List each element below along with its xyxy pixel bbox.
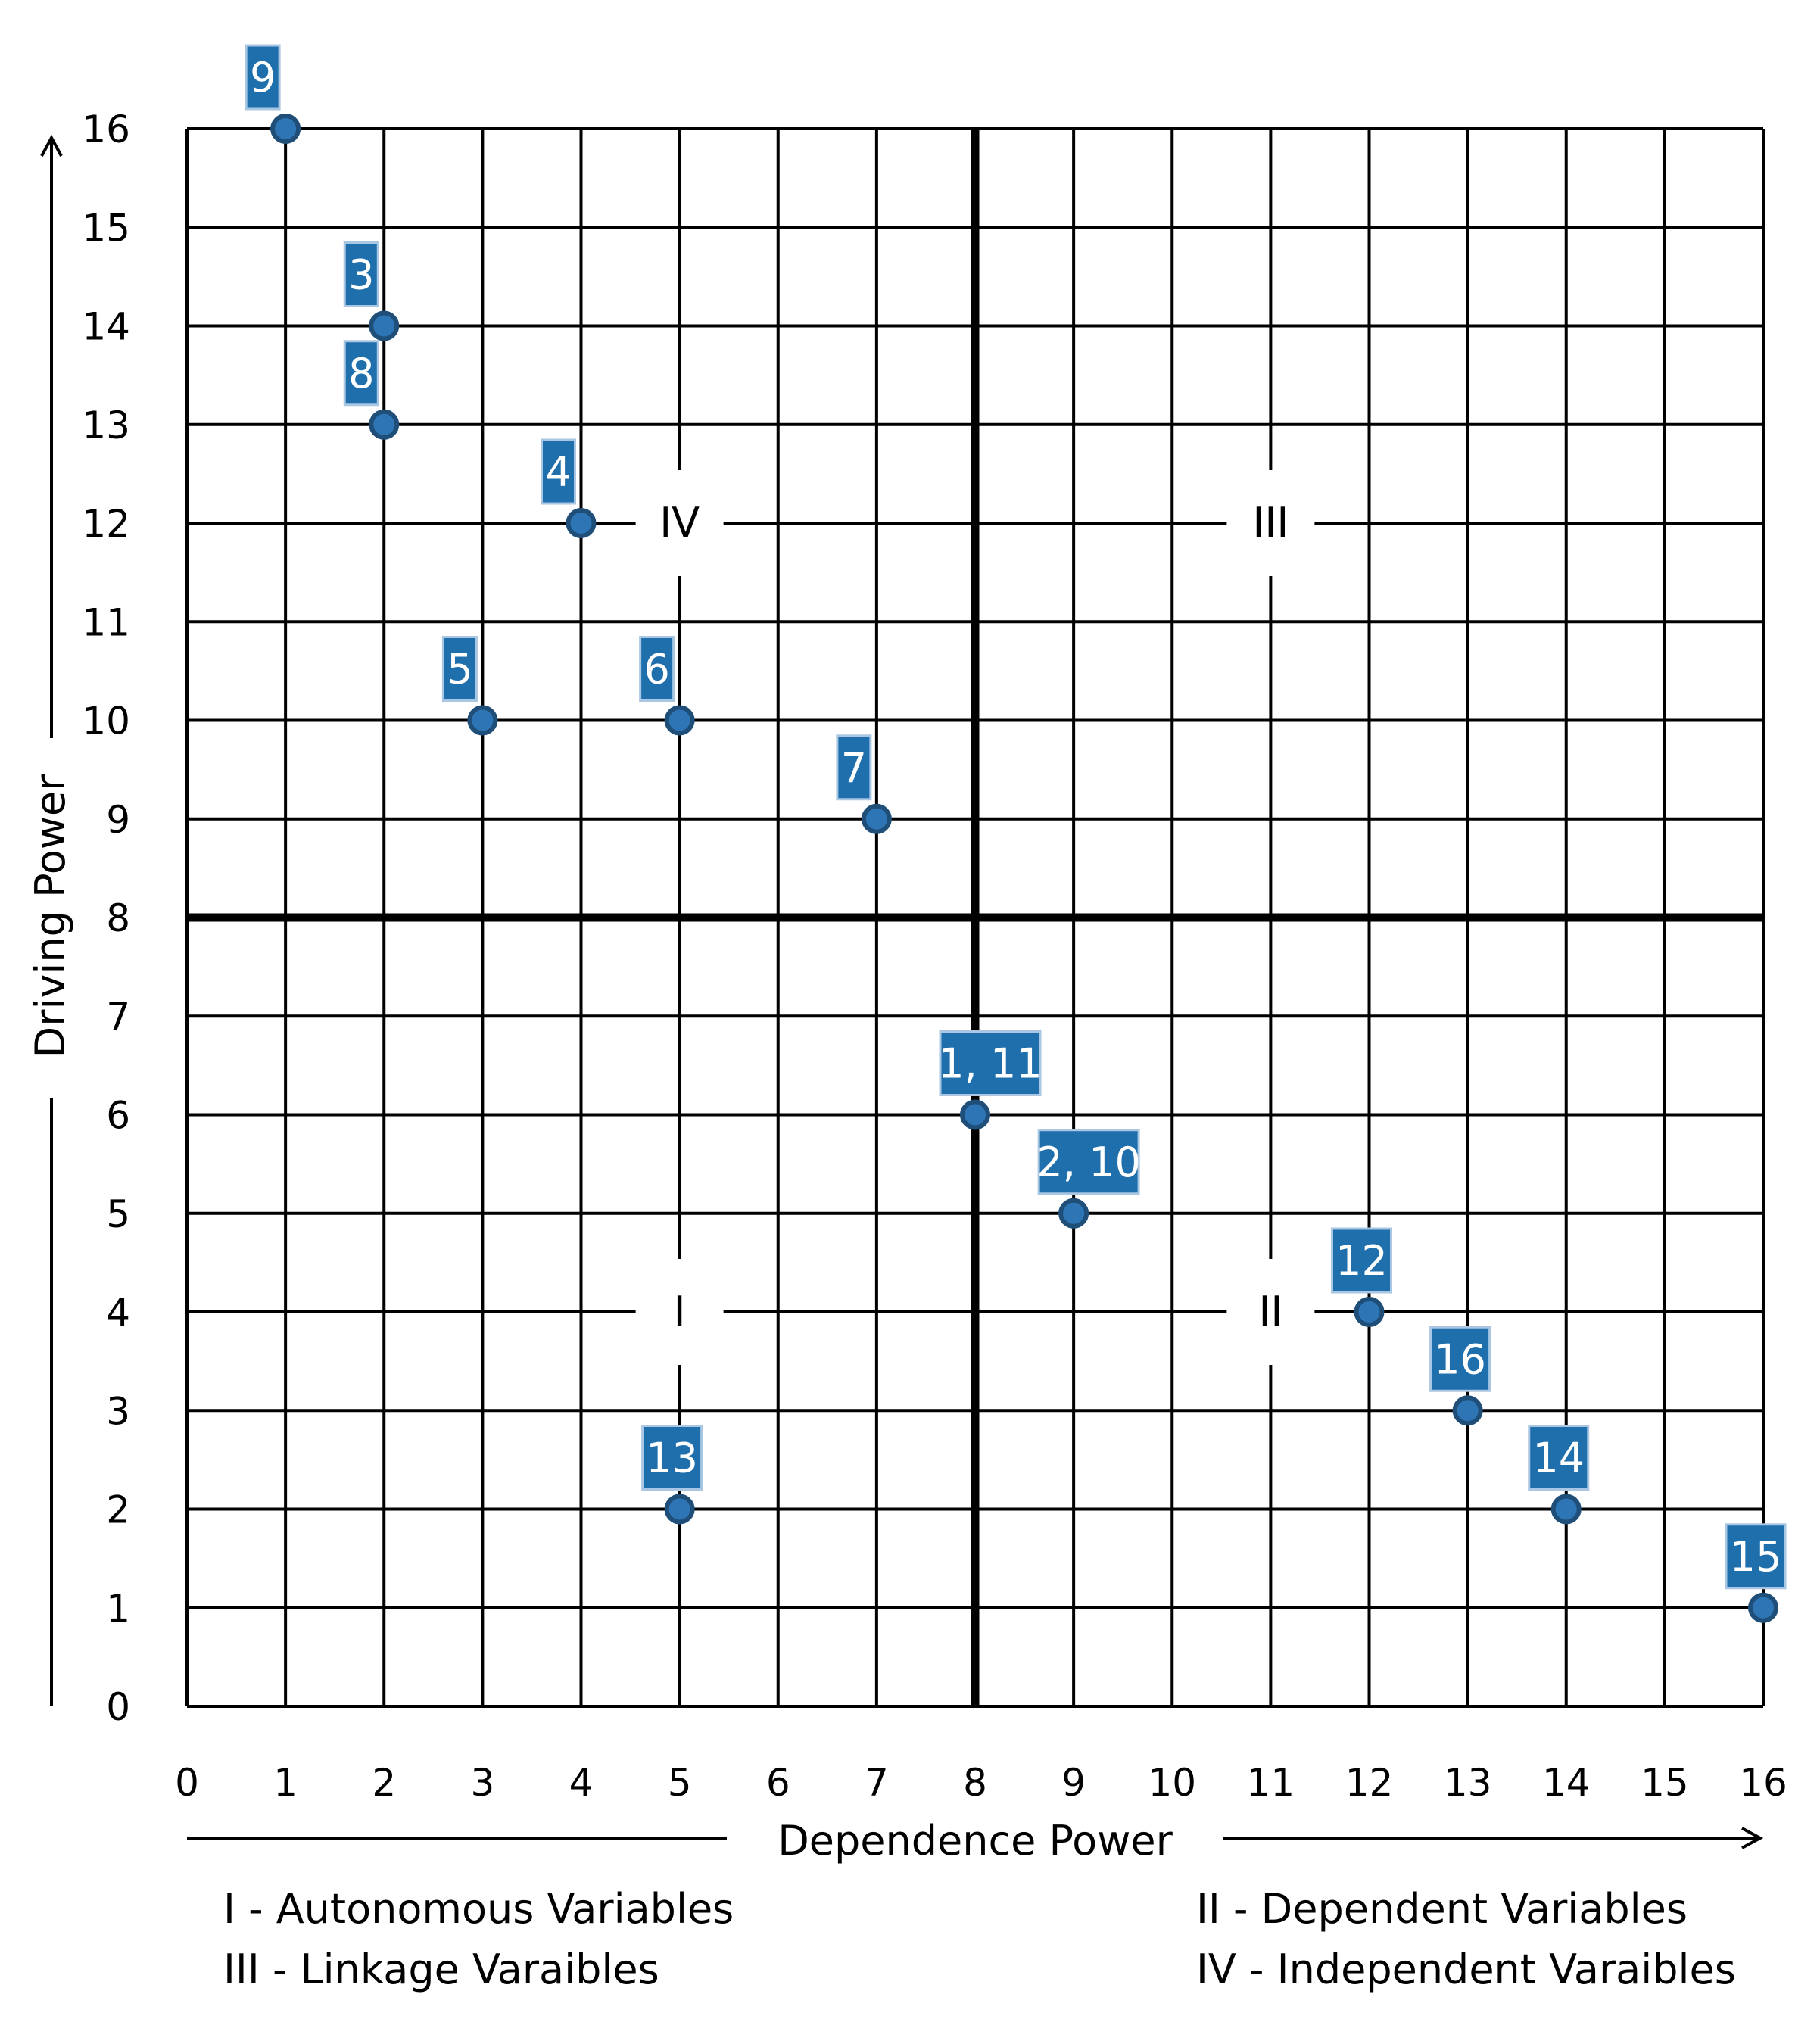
point-label: 1, 11 [938,1040,1042,1088]
data-point [566,508,597,538]
y-tick-label: 6 [106,1094,130,1138]
y-tick-label: 9 [106,798,130,842]
y-tick-label: 8 [106,896,130,940]
data-point [1058,1198,1089,1229]
quadrant-label: IV [659,499,700,547]
x-tick-label: 3 [470,1761,494,1805]
point-label-box [441,636,478,702]
y-tick-label: 2 [106,1488,130,1532]
point-label-box [1725,1523,1787,1590]
x-tick-label: 2 [372,1761,396,1805]
legend-entry: II - Dependent Variables [1196,1885,1688,1933]
data-point [960,1099,990,1130]
point-label-box [1331,1227,1392,1294]
point-label-box [939,1030,1042,1096]
y-tick-label: 3 [106,1389,130,1433]
x-tick-label: 12 [1345,1761,1394,1805]
point-label: 8 [348,350,374,397]
data-point [664,705,695,736]
data-point [369,409,400,440]
point-label-box [541,438,576,505]
quadrant-label-background [635,1259,724,1365]
x-tick-label: 0 [175,1761,199,1805]
point-label: 7 [841,744,867,792]
point-label-box [639,636,675,702]
y-tick-label: 12 [82,502,130,546]
quadrant-label: III [1252,499,1289,547]
point-label-box [641,1425,703,1491]
point-label-box [1037,1129,1140,1195]
quadrant-label-background [1226,1259,1315,1365]
quadrant-label: I [674,1288,686,1335]
x-tick-label: 14 [1542,1761,1591,1805]
point-label: 14 [1532,1435,1585,1482]
x-tick-label: 13 [1444,1761,1492,1805]
point-label: 13 [646,1435,698,1482]
quadrant-label: II [1258,1288,1282,1335]
x-tick-label: 10 [1148,1761,1196,1805]
x-tick-label: 8 [963,1761,987,1805]
point-label-box [1528,1425,1590,1491]
point-label: 2, 10 [1036,1139,1140,1186]
point-label-box [836,734,872,801]
y-tick-label: 0 [106,1685,130,1729]
x-tick-label: 7 [865,1761,889,1805]
x-tick-label: 16 [1739,1761,1787,1805]
legend-entry: IV - Independent Varaibles [1196,1946,1736,1993]
y-tick-label: 5 [106,1192,130,1236]
data-point [1748,1592,1778,1623]
x-tick-label: 6 [766,1761,790,1805]
y-tick-label: 14 [82,305,130,349]
legend-entry: III - Linkage Varaibles [223,1946,659,1993]
y-tick-label: 11 [82,600,130,644]
data-point [1354,1297,1385,1327]
x-axis-title: Dependence Power [778,1817,1173,1865]
point-label: 4 [545,448,571,496]
x-tick-label: 11 [1247,1761,1295,1805]
y-tick-label: 7 [106,995,130,1039]
x-tick-label: 15 [1641,1761,1689,1805]
quadrant-label-background [635,470,724,576]
point-label-box [1429,1326,1491,1392]
point-label: 5 [447,646,472,693]
data-point [270,114,301,144]
x-tick-label: 4 [569,1761,594,1805]
y-tick-label: 1 [106,1587,130,1631]
x-tick-label: 5 [668,1761,692,1805]
y-tick-label: 15 [82,206,130,250]
data-point [1550,1494,1582,1525]
legend-entry: I - Autonomous Variables [223,1885,734,1933]
point-label: 6 [644,646,669,693]
data-point [1452,1395,1483,1426]
point-label: 16 [1434,1335,1486,1383]
point-label: 3 [348,251,374,299]
x-tick-label: 9 [1061,1761,1086,1805]
point-label-box [245,44,281,111]
point-label: 9 [250,54,276,101]
x-tick-label: 1 [273,1761,298,1805]
y-tick-label: 13 [82,403,130,447]
data-point [861,803,892,834]
y-tick-label: 4 [106,1291,130,1335]
point-label-box [343,241,379,307]
data-point [664,1494,695,1525]
y-tick-label: 16 [82,107,130,151]
data-point [467,705,498,736]
quadrant-label-background [1226,470,1315,576]
point-label: 15 [1730,1533,1782,1581]
point-label: 12 [1335,1237,1388,1285]
y-axis-title: Driving Power [26,774,74,1058]
data-point [369,310,400,341]
point-label-box [343,340,379,407]
y-tick-label: 10 [82,699,130,743]
